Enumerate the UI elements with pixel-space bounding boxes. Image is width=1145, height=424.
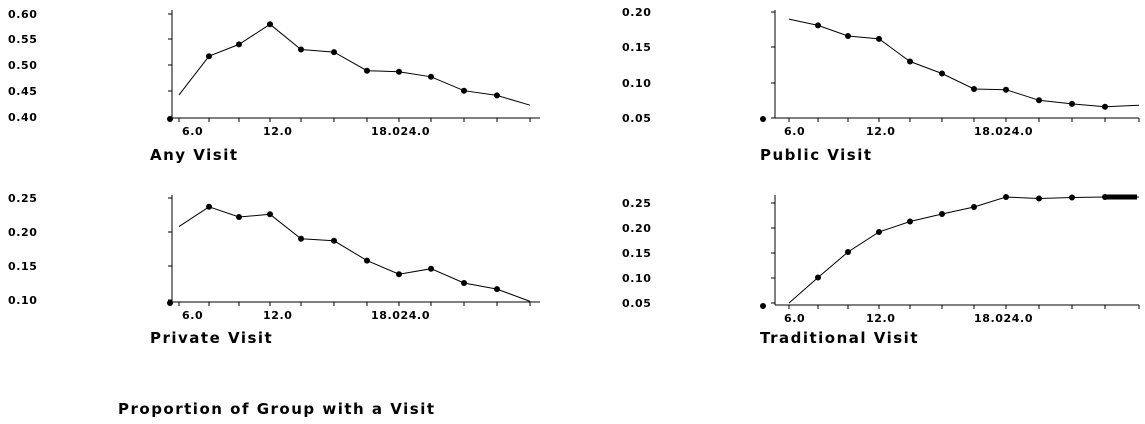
- chart-private-visit: 0.10 0.15 0.20 0.25 6.0 12.0 18.024.0 Private V…: [8, 192, 540, 347]
- private-visit-data-point: [461, 280, 467, 286]
- traditional-visit-y-tick-label: 0.25: [622, 197, 652, 210]
- any-visit-data-point: [267, 21, 273, 28]
- private-visit-data-point: [494, 286, 500, 293]
- figure-caption: Proportion of Group with a Visit: [118, 400, 436, 418]
- private-visit-data-point: [267, 211, 273, 218]
- traditional-visit-y-tick-label: 0.15: [622, 247, 652, 260]
- traditional-visit-data-point: [845, 249, 851, 255]
- public-visit-y-tick-label: 0.10: [622, 77, 652, 90]
- public-visit-data-point: [1069, 100, 1075, 107]
- public-visit-data-point: [845, 33, 851, 39]
- private-visit-data-point: [331, 237, 337, 244]
- traditional-visit-data-point: [1003, 194, 1009, 200]
- public-visit-title: Public Visit: [760, 146, 873, 164]
- any-visit-x-tick-label: 6.0: [182, 125, 203, 138]
- traditional-visit-y-tick-label: 0.20: [622, 222, 652, 235]
- private-visit-x-tick-label: 18.024.0: [371, 309, 430, 322]
- any-visit-data-point: [364, 67, 370, 74]
- any-visit-x-tick-label: 12.0: [263, 125, 293, 138]
- public-visit-data-point: [815, 22, 821, 29]
- public-visit-x-tick-label: 18.024.0: [974, 125, 1033, 138]
- any-visit-y-tick-label: 0.40: [8, 111, 38, 124]
- chart-public-visit: 0.05 0.10 0.15 0.20 6.0 12.0 18.024.0 Public Vi…: [622, 6, 1140, 164]
- private-visit-title: Private Visit: [150, 329, 273, 347]
- traditional-visit-x-tick-label: 12.0: [866, 312, 896, 325]
- any-visit-title: Any Visit: [150, 146, 239, 164]
- public-visit-series-line: [788, 18, 1140, 108]
- traditional-visit-series-line: [788, 196, 1139, 304]
- traditional-visit-data-point: [907, 218, 913, 225]
- public-visit-data-point: [907, 58, 913, 65]
- traditional-visit-data-point: [1036, 195, 1042, 202]
- private-visit-data-point: [167, 300, 173, 306]
- private-visit-data-point: [396, 271, 402, 278]
- public-visit-data-point: [876, 35, 882, 42]
- public-visit-x-tick-label: 12.0: [866, 125, 896, 138]
- traditional-visit-data-point: [939, 211, 945, 217]
- private-visit-series-line: [178, 206, 531, 302]
- private-visit-y-tick-label: 0.15: [8, 260, 38, 273]
- private-visit-y-tick-label: 0.20: [8, 226, 38, 239]
- any-visit-data-point: [206, 53, 212, 60]
- any-visit-data-point: [298, 46, 304, 53]
- traditional-visit-y-tick-label: 0.10: [622, 272, 652, 285]
- private-visit-x-tick-label: 12.0: [263, 309, 293, 322]
- public-visit-data-point: [1003, 86, 1009, 93]
- private-visit-x-tick-label: 6.0: [182, 309, 203, 322]
- public-visit-data-point: [971, 86, 977, 92]
- any-visit-x-tick-label: 18.024.0: [371, 125, 430, 138]
- traditional-visit-x-tick-label: 18.024.0: [974, 312, 1033, 325]
- traditional-visit-data-point: [1069, 194, 1075, 201]
- private-visit-data-point: [236, 214, 242, 220]
- traditional-visit-data-point: [876, 229, 882, 235]
- any-visit-y-tick-label: 0.45: [8, 85, 38, 98]
- private-visit-data-point: [364, 257, 370, 264]
- private-visit-data-point: [428, 265, 434, 272]
- any-visit-data-point: [428, 73, 434, 80]
- public-visit-data-point: [760, 116, 766, 122]
- any-visit-data-point: [396, 68, 402, 75]
- any-visit-y-tick-label: 0.50: [8, 59, 38, 72]
- public-visit-y-tick-label: 0.15: [622, 41, 652, 54]
- traditional-visit-x-tick-label: 6.0: [784, 312, 805, 325]
- public-visit-data-point: [1036, 97, 1042, 104]
- traditional-visit-data-point: [815, 274, 821, 281]
- any-visit-data-point: [331, 49, 337, 56]
- private-visit-data-point: [206, 203, 212, 210]
- chart-traditional-visit: 0.05 0.10 0.15 0.20 0.25 6.0 12.0 18.024.0 Tradi…: [622, 194, 1140, 347]
- any-visit-data-point: [494, 92, 500, 99]
- public-visit-data-point: [939, 70, 945, 77]
- any-visit-data-point: [461, 87, 467, 94]
- public-visit-y-tick-label: 0.05: [622, 112, 652, 125]
- traditional-visit-title: Traditional Visit: [760, 329, 919, 347]
- traditional-visit-data-point: [760, 303, 766, 309]
- traditional-visit-y-tick-label: 0.05: [622, 297, 652, 310]
- any-visit-series-line: [178, 23, 531, 106]
- public-visit-x-tick-label: 6.0: [784, 125, 805, 138]
- any-visit-data-point: [167, 116, 173, 122]
- private-visit-data-point: [298, 235, 304, 242]
- private-visit-y-tick-label: 0.25: [8, 192, 38, 205]
- any-visit-data-point: [236, 41, 242, 48]
- any-visit-y-tick-label: 0.60: [8, 8, 38, 21]
- public-visit-data-point: [1102, 103, 1108, 110]
- any-visit-y-tick-label: 0.55: [8, 33, 38, 46]
- private-visit-y-tick-label: 0.10: [8, 294, 38, 307]
- chart-any-visit: 0.40 0.45 0.50 0.55 0.60 6.0 12.0 18.024.0 Any V…: [8, 8, 540, 164]
- public-visit-y-tick-label: 0.20: [622, 6, 652, 19]
- traditional-visit-data-point: [971, 204, 977, 210]
